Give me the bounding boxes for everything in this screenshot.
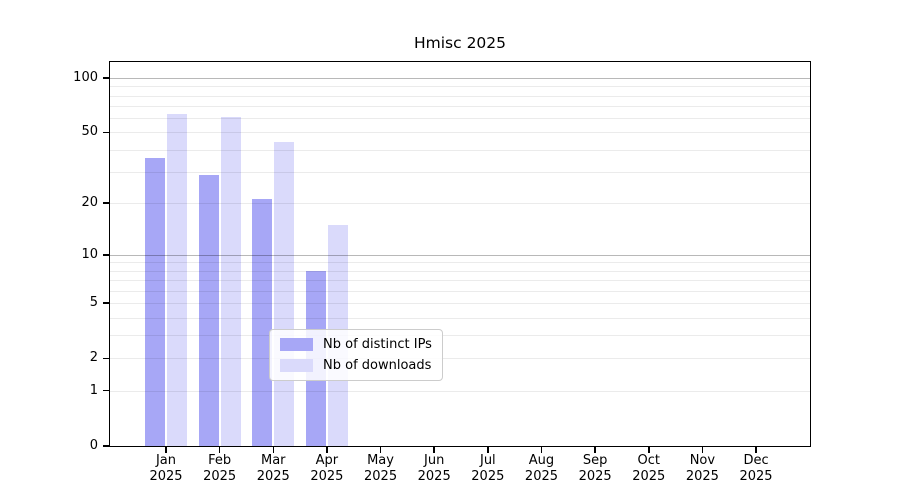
y-axis-tick (103, 302, 109, 304)
gridline-minor (110, 290, 810, 292)
gridline-minor (110, 317, 810, 319)
gridline-minor (110, 262, 810, 264)
gridline-minor (110, 132, 810, 134)
x-axis-tick (540, 447, 543, 453)
y-axis-tick (103, 445, 109, 447)
y-axis-tick-label: 0 (89, 438, 98, 453)
y-axis-tick (103, 202, 109, 204)
gridline-minor (110, 86, 810, 88)
x-axis-tick (433, 447, 435, 453)
x-axis-tick-label: Aug 2025 (524, 453, 559, 484)
gridline-minor (110, 390, 810, 392)
y-axis-tick-label: 20 (81, 195, 98, 211)
x-axis-tick-label: Dec 2025 (739, 453, 773, 484)
legend-label-distinct-ips: Nb of distinct IPs (323, 337, 432, 352)
gridline-minor (110, 270, 810, 272)
gridline-minor (110, 95, 810, 97)
y-axis-tick (103, 357, 109, 360)
bar-downloads-jan (167, 114, 187, 446)
y-axis-tick-label: 1 (89, 382, 98, 398)
x-axis-tick (379, 447, 382, 453)
gridline-minor (110, 335, 810, 337)
y-axis-tick (103, 389, 109, 392)
y-axis-tick-label: 5 (89, 295, 98, 311)
y-axis-tick (103, 77, 109, 79)
x-axis-tick-label: Apr 2025 (310, 453, 344, 484)
y-axis-tick (103, 131, 109, 134)
plot-area (110, 62, 810, 446)
gridline-major (110, 254, 810, 256)
x-axis-tick-label: Sep 2025 (578, 453, 612, 484)
gridline-minor (110, 203, 810, 205)
bar-downloads-mar (274, 142, 295, 446)
gridline-minor (110, 280, 810, 282)
x-axis-tick-label: Jan 2025 (149, 453, 183, 484)
x-axis-tick (594, 447, 596, 453)
x-axis-tick (272, 447, 275, 453)
x-axis-tick (648, 447, 650, 453)
gridline-minor (110, 358, 810, 360)
y-axis-tick-label: 100 (73, 69, 98, 85)
x-axis-tick (487, 447, 489, 453)
bar-downloads-feb (220, 116, 241, 446)
bar-distinct-ips-mar (252, 199, 273, 446)
x-axis-tick-label: May 2025 (364, 453, 398, 484)
legend-swatch-distinct-ips (280, 338, 313, 351)
gridline-minor (110, 172, 810, 174)
legend-item-downloads: Nb of downloads (280, 358, 432, 373)
gridline-minor (110, 106, 810, 108)
x-axis-tick-label: Oct 2025 (632, 453, 666, 484)
gridline-minor (110, 303, 810, 305)
y-axis-tick (103, 254, 109, 256)
legend-label-downloads: Nb of downloads (323, 358, 432, 373)
x-axis-tick (755, 447, 757, 453)
x-axis-tick-label: Feb 2025 (203, 453, 237, 484)
gridline-major (110, 77, 810, 79)
x-axis-tick (165, 447, 167, 453)
x-axis-tick (701, 447, 704, 453)
x-axis-tick-label: Jul 2025 (471, 453, 505, 484)
legend-swatch-downloads (280, 359, 313, 372)
legend-item-distinct-ips: Nb of distinct IPs (280, 337, 432, 352)
y-axis-tick-label: 2 (89, 350, 98, 366)
legend: Nb of distinct IPs Nb of downloads (269, 329, 443, 381)
x-axis-tick (326, 447, 328, 453)
gridline-minor (110, 149, 810, 151)
x-axis-tick-label: Mar 2025 (256, 453, 290, 484)
bar-distinct-ips-jan (145, 158, 165, 446)
bar-distinct-ips-feb (198, 174, 219, 446)
y-axis-tick-label: 50 (81, 124, 98, 140)
x-axis-tick-label: Nov 2025 (685, 453, 719, 484)
x-axis-tick-label: Jun 2025 (417, 453, 451, 484)
chart-title: Hmisc 2025 (413, 34, 507, 52)
gridline-minor (110, 118, 810, 120)
y-axis-tick-label: 10 (81, 246, 98, 262)
x-axis-tick (218, 447, 221, 453)
